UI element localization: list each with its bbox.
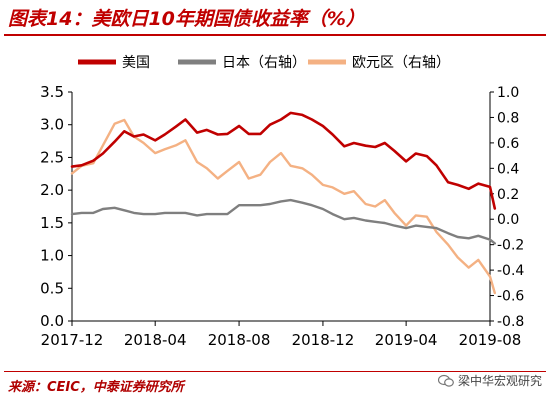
y-right-tick-label: 0.2 [497,187,519,203]
series-layer [70,111,497,295]
title-divider [4,34,546,36]
x-tick-label: 2018-12 [292,331,355,349]
y-left-tick-label: 1.5 [40,214,64,232]
y-right-tick-label: -0.8 [497,314,524,330]
chart-title: 图表14：美欧日10年期国债收益率（%） [8,8,365,30]
legend-label: 日本（右轴） [222,55,306,71]
y-right-tick-label: 0.4 [497,161,519,177]
y-right-tick-label: 1.0 [497,85,519,101]
series-line-euro [70,118,496,295]
watermark-text: 梁中华宏观研究 [457,374,542,388]
y-left-tick-label: 3.0 [40,116,64,134]
chart-area: 美国 日本（右轴） 欧元区（右轴） 0.0 0.5 1.0 1.5 2.0 2.5 3.0 3.5… [40,55,524,349]
y-right-tick-label: 0.0 [497,212,519,228]
y-left-tick-label: 1.0 [40,247,64,265]
legend: 美国 日本（右轴） 欧元区（右轴） [78,55,450,71]
x-tick-label: 2018-08 [208,331,271,349]
axes: 0.0 0.5 1.0 1.5 2.0 2.5 3.0 3.5 -0.8 -0.6 -0.4 -0.2… [40,83,524,349]
y-left-tick-label: 2.5 [40,148,64,166]
legend-label: 欧元区（右轴） [352,55,450,71]
y-right-tick-label: -0.2 [497,238,524,254]
source-note: 来源：CEIC，中泰证券研究所 [8,380,184,395]
x-tick-label: 2019-08 [459,331,522,349]
y-left-tick-label: 2.0 [40,181,64,199]
y-left-tick-label: 3.5 [40,83,64,101]
y-right-tick-label: -0.4 [497,263,524,279]
series-line-us [70,111,497,210]
wechat-icon [437,374,454,387]
watermark: 梁中华宏观研究 [437,372,542,389]
x-tick-label: 2018-04 [124,331,187,349]
x-tick-label: 2019-04 [375,331,438,349]
x-tick-label: 2017-12 [41,331,104,349]
series-line-japan [70,198,496,245]
y-right-tick-label: -0.6 [497,289,524,305]
y-left-tick-label: 0.0 [40,312,64,330]
y-right-tick-label: 0.6 [497,136,519,152]
legend-label: 美国 [122,55,150,71]
y-left-tick-label: 0.5 [40,279,64,297]
source-divider [4,371,546,372]
y-right-tick-label: 0.8 [497,110,519,126]
